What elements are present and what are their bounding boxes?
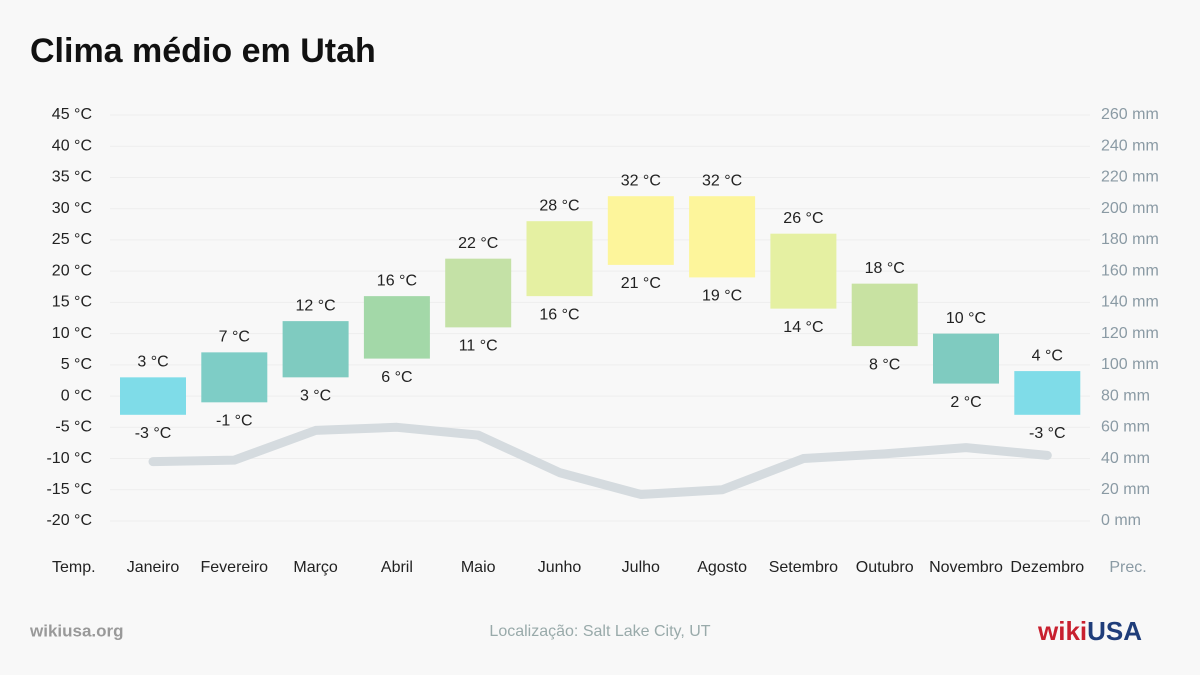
min-label: 3 °C xyxy=(300,388,331,405)
y2-tick-label: 220 mm xyxy=(1101,169,1159,186)
y-tick-label: -10 °C xyxy=(46,450,92,467)
y-tick-label: 30 °C xyxy=(52,200,92,217)
y-tick-label: -15 °C xyxy=(46,481,92,498)
y2-tick-label: 40 mm xyxy=(1101,450,1150,467)
y-axis-label: Temp. xyxy=(52,559,96,576)
y2-tick-label: 20 mm xyxy=(1101,481,1150,498)
y2-tick-label: 80 mm xyxy=(1101,387,1150,404)
y-tick-label: 35 °C xyxy=(52,169,92,186)
y2-tick-label: 120 mm xyxy=(1101,325,1159,342)
min-label: -3 °C xyxy=(135,425,172,442)
y-tick-label: 15 °C xyxy=(52,294,92,311)
y2-tick-label: 0 mm xyxy=(1101,512,1141,529)
min-label: 19 °C xyxy=(702,288,742,305)
min-label: 21 °C xyxy=(621,275,661,292)
max-label: 28 °C xyxy=(539,197,579,214)
y2-tick-label: 140 mm xyxy=(1101,294,1159,311)
max-label: 12 °C xyxy=(295,297,335,314)
x-tick-label: Janeiro xyxy=(127,559,180,576)
temp-bar xyxy=(1014,371,1081,415)
min-label: 8 °C xyxy=(869,356,900,373)
x-tick-label: Dezembro xyxy=(1010,559,1084,576)
y2-tick-label: 100 mm xyxy=(1101,356,1159,373)
y-tick-label: 10 °C xyxy=(52,325,92,342)
max-label: 7 °C xyxy=(219,329,250,346)
temp-bar xyxy=(445,258,512,328)
y2-tick-label: 160 mm xyxy=(1101,262,1159,279)
chart-title: Clima médio em Utah xyxy=(30,32,376,70)
max-label: 32 °C xyxy=(621,172,661,189)
x-tick-label: Abril xyxy=(381,559,413,576)
min-label: -3 °C xyxy=(1029,425,1066,442)
y2-tick-label: 240 mm xyxy=(1101,137,1159,154)
temp-bar xyxy=(363,296,430,359)
y-tick-label: 20 °C xyxy=(52,262,92,279)
logo: wikiUSA xyxy=(1037,616,1142,646)
temp-bar xyxy=(607,196,674,265)
min-label: 11 °C xyxy=(459,338,498,355)
y2-tick-label: 180 mm xyxy=(1101,231,1159,248)
y-tick-label: -20 °C xyxy=(46,512,92,529)
temp-bar xyxy=(933,333,999,384)
y-tick-label: 40 °C xyxy=(52,137,92,154)
y-tick-label: 45 °C xyxy=(52,106,92,123)
y2-tick-label: 260 mm xyxy=(1101,106,1159,123)
logo-wiki: wiki xyxy=(1037,616,1087,646)
y2-axis-label: Prec. xyxy=(1109,559,1146,576)
max-label: 4 °C xyxy=(1032,347,1063,364)
min-label: 14 °C xyxy=(783,319,823,336)
y2-tick-label: 200 mm xyxy=(1101,200,1159,217)
temp-bar xyxy=(526,221,593,297)
x-tick-label: Fevereiro xyxy=(201,559,269,576)
max-label: 18 °C xyxy=(865,260,905,277)
temp-bar xyxy=(689,196,756,278)
temp-bar xyxy=(201,352,268,403)
min-label: -1 °C xyxy=(216,413,253,430)
logo-usa: USA xyxy=(1087,616,1142,646)
x-tick-label: Junho xyxy=(538,559,582,576)
max-label: 22 °C xyxy=(458,235,498,252)
temp-bar xyxy=(851,283,918,347)
max-label: 32 °C xyxy=(702,172,742,189)
y-tick-label: 0 °C xyxy=(61,387,92,404)
max-label: 10 °C xyxy=(946,310,986,327)
x-tick-label: Julho xyxy=(622,559,660,576)
y-tick-label: 25 °C xyxy=(52,231,92,248)
max-label: 16 °C xyxy=(377,272,417,289)
x-tick-label: Novembro xyxy=(929,559,1003,576)
min-label: 6 °C xyxy=(381,369,412,386)
temp-bar xyxy=(120,377,186,415)
location: Localização: Salt Lake City, UT xyxy=(489,623,710,640)
min-label: 2 °C xyxy=(950,394,981,411)
x-tick-label: Maio xyxy=(461,559,496,576)
source: wikiusa.org xyxy=(29,621,124,640)
y-tick-label: -5 °C xyxy=(55,419,92,436)
max-label: 3 °C xyxy=(137,354,168,371)
y-tick-label: 5 °C xyxy=(61,356,92,373)
x-tick-label: Março xyxy=(293,559,338,576)
x-tick-label: Agosto xyxy=(697,559,747,576)
precipitation-line xyxy=(148,422,1052,499)
x-tick-label: Outubro xyxy=(856,559,914,576)
max-label: 26 °C xyxy=(783,210,823,227)
temp-bar xyxy=(770,233,837,309)
min-label: 16 °C xyxy=(539,306,579,323)
x-tick-label: Setembro xyxy=(769,559,838,576)
temp-bar xyxy=(282,321,349,378)
y2-tick-label: 60 mm xyxy=(1101,419,1150,436)
